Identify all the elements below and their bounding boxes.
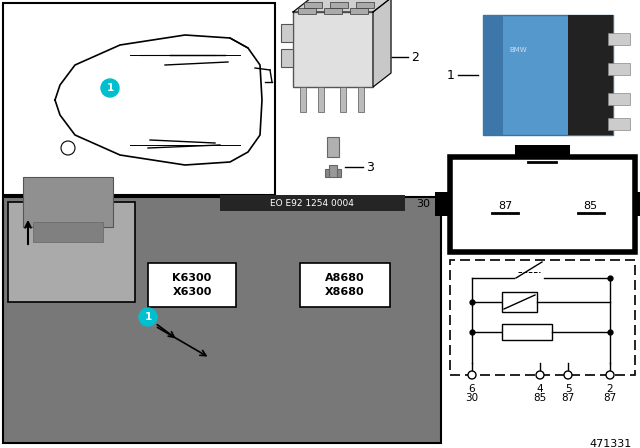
Bar — [281, 24, 293, 42]
Text: 85: 85 — [533, 393, 547, 403]
Bar — [298, 8, 316, 14]
Bar — [340, 87, 346, 112]
Bar — [329, 165, 337, 177]
Circle shape — [606, 371, 614, 379]
Circle shape — [564, 371, 572, 379]
Bar — [356, 2, 374, 8]
Circle shape — [139, 308, 157, 326]
Bar — [483, 15, 613, 135]
Bar — [515, 145, 570, 157]
Bar — [324, 8, 342, 14]
Text: 30: 30 — [465, 393, 479, 403]
Text: 1: 1 — [106, 83, 114, 93]
Bar — [23, 177, 113, 227]
Bar — [350, 8, 368, 14]
Text: 3: 3 — [366, 160, 374, 173]
Bar — [450, 157, 635, 252]
Bar — [502, 324, 552, 340]
Circle shape — [101, 79, 119, 97]
Bar — [435, 192, 450, 216]
Bar — [318, 87, 324, 112]
Text: 87: 87 — [561, 393, 575, 403]
Bar — [325, 169, 329, 177]
Bar — [568, 15, 613, 135]
Text: 1: 1 — [145, 312, 152, 322]
Bar — [483, 15, 503, 135]
Text: 1: 1 — [447, 69, 455, 82]
Bar — [337, 169, 341, 177]
Bar — [608, 63, 630, 75]
Bar — [300, 87, 306, 112]
Bar — [304, 2, 322, 8]
Text: 6: 6 — [468, 384, 476, 394]
Bar — [148, 263, 236, 307]
Bar — [3, 3, 275, 195]
Text: BMW: BMW — [509, 47, 527, 53]
Text: 30: 30 — [416, 199, 430, 209]
Text: K6300
X6300: K6300 X6300 — [172, 273, 212, 297]
Bar — [8, 202, 135, 302]
Bar — [330, 2, 348, 8]
Text: 5: 5 — [564, 384, 572, 394]
Polygon shape — [293, 0, 391, 12]
Text: 87: 87 — [498, 201, 512, 211]
Bar — [300, 263, 390, 307]
Bar — [358, 87, 364, 112]
Bar — [3, 197, 441, 443]
Text: 2: 2 — [607, 384, 613, 394]
Bar — [453, 5, 635, 150]
Text: 87: 87 — [535, 146, 549, 156]
Circle shape — [536, 371, 544, 379]
Bar — [608, 93, 630, 105]
Polygon shape — [373, 0, 391, 87]
Bar — [450, 260, 635, 375]
Bar — [33, 222, 103, 242]
Text: 85: 85 — [583, 201, 597, 211]
Bar — [220, 195, 405, 211]
Bar — [293, 12, 373, 87]
Text: EO E92 1254 0004: EO E92 1254 0004 — [270, 198, 354, 207]
Bar — [608, 33, 630, 45]
Text: 2: 2 — [411, 51, 419, 64]
Circle shape — [61, 141, 75, 155]
Circle shape — [468, 371, 476, 379]
Bar — [502, 292, 537, 312]
Bar — [608, 118, 630, 130]
Text: A8680
X8680: A8680 X8680 — [325, 273, 365, 297]
Bar — [327, 137, 339, 157]
Bar — [281, 49, 293, 67]
Text: 4: 4 — [537, 384, 543, 394]
Text: 471331: 471331 — [589, 439, 632, 448]
Bar — [635, 192, 640, 216]
Text: 87: 87 — [604, 393, 616, 403]
